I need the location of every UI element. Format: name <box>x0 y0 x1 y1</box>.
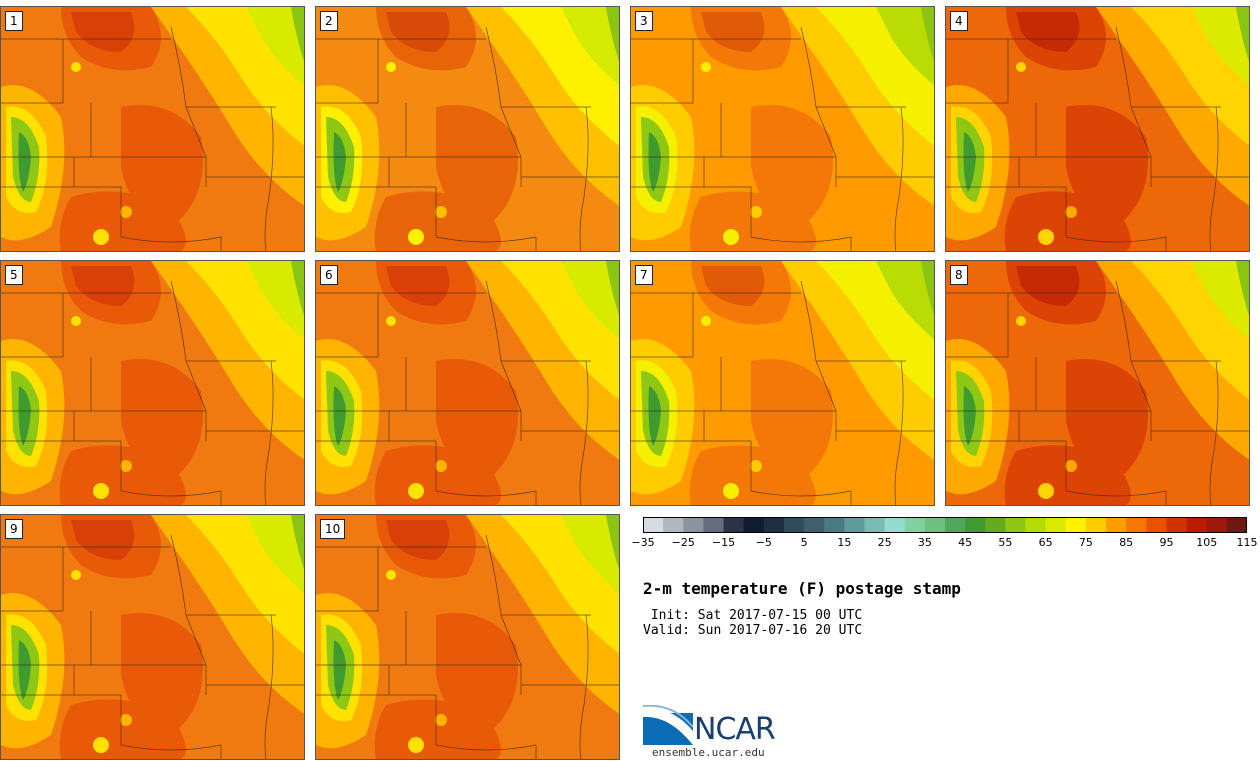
colorbar-tick-label: 95 <box>1159 536 1174 549</box>
colorbar-swatch <box>1106 517 1127 533</box>
ensemble-member-panel: 5 <box>0 260 305 506</box>
ensemble-member-panel: 3 <box>630 6 935 252</box>
temperature-map <box>316 261 619 505</box>
member-number-label: 1 <box>5 11 23 31</box>
colorbar-swatch <box>1065 517 1087 533</box>
member-number-label: 3 <box>635 11 653 31</box>
colorbar-swatch <box>1206 517 1228 533</box>
ensemble-member-panel: 6 <box>315 260 620 506</box>
colorbar-tick-label: 85 <box>1119 536 1134 549</box>
colorbar-tick-label: −15 <box>711 536 736 549</box>
colorbar-tick-label: 15 <box>837 536 852 549</box>
colorbar-swatch <box>985 517 1006 533</box>
ncar-logo-icon <box>643 705 693 745</box>
ensemble-member-panel: 2 <box>315 6 620 252</box>
ensemble-member-panel: 10 <box>315 514 620 760</box>
colorbar-swatch <box>924 517 946 533</box>
colorbar-tick-label: 105 <box>1196 536 1218 549</box>
colorbar-swatch <box>683 517 704 533</box>
colorbar-swatch <box>1186 517 1208 533</box>
colorbar-swatch <box>904 517 926 533</box>
colorbar-swatch <box>864 517 885 533</box>
member-number-label: 4 <box>950 11 968 31</box>
colorbar-swatch <box>844 517 865 533</box>
colorbar-swatch <box>643 517 664 533</box>
colorbar-tick-label: −5 <box>755 536 772 549</box>
colorbar-swatch <box>1146 517 1167 533</box>
colorbar-tick-label: 45 <box>958 536 973 549</box>
temperature-map <box>631 7 934 251</box>
ensemble-member-panel: 4 <box>945 6 1250 252</box>
colorbar-swatch <box>1226 517 1247 533</box>
ensemble-member-panel: 8 <box>945 260 1250 506</box>
temperature-colorbar <box>643 517 1247 533</box>
colorbar-tick-label: 115 <box>1236 536 1258 549</box>
colorbar-swatch <box>804 517 825 533</box>
temperature-map <box>1 261 304 505</box>
temperature-map <box>1 7 304 251</box>
colorbar-tick-label: 75 <box>1078 536 1093 549</box>
colorbar-swatch <box>783 517 805 533</box>
colorbar-swatch <box>1025 517 1047 533</box>
ensemble-member-panel: 7 <box>630 260 935 506</box>
colorbar-swatch <box>1126 517 1147 533</box>
colorbar-swatch <box>884 517 906 533</box>
colorbar-swatch <box>1005 517 1026 533</box>
temperature-map <box>1 515 304 759</box>
member-number-label: 2 <box>320 11 338 31</box>
temperature-map <box>946 7 1249 251</box>
colorbar-swatch <box>965 517 986 533</box>
temperature-map <box>631 261 934 505</box>
valid-time: Valid: Sun 2017-07-16 20 UTC <box>643 623 863 638</box>
colorbar-swatch <box>743 517 765 533</box>
colorbar-swatch <box>703 517 724 533</box>
colorbar-tick-label: −25 <box>671 536 695 549</box>
temperature-map <box>316 515 619 759</box>
temperature-map <box>316 7 619 251</box>
colorbar-tick-label: 5 <box>800 536 808 549</box>
colorbar-tick-labels: −35 −25 −15 −5 5 15 25 35 45 55 65 75 85 95 105 115 <box>630 536 1260 552</box>
member-number-label: 7 <box>635 265 653 285</box>
colorbar-tick-label: 65 <box>1038 536 1053 549</box>
colorbar-tick-label: −35 <box>631 536 655 549</box>
colorbar-swatch <box>1166 517 1187 533</box>
colorbar-swatch <box>763 517 785 533</box>
colorbar-swatch <box>663 517 684 533</box>
member-number-label: 9 <box>5 519 23 539</box>
init-time: Init: Sat 2017-07-15 00 UTC <box>643 608 863 623</box>
member-number-label: 10 <box>320 519 346 539</box>
member-number-label: 8 <box>950 265 968 285</box>
colorbar-tick-label: 55 <box>998 536 1013 549</box>
ensemble-member-panel: 1 <box>0 6 305 252</box>
ensemble-member-panel: 9 <box>0 514 305 760</box>
colorbar-swatch <box>1085 517 1107 533</box>
temperature-map <box>946 261 1249 505</box>
member-number-label: 6 <box>320 265 338 285</box>
member-number-label: 5 <box>5 265 23 285</box>
colorbar-swatch <box>1045 517 1067 533</box>
ncar-logo-text: NCAR <box>694 712 776 747</box>
colorbar-swatch <box>723 517 745 533</box>
colorbar-swatch <box>945 517 966 533</box>
site-url: ensemble.ucar.edu <box>652 746 765 759</box>
plot-title: 2-m temperature (F) postage stamp <box>643 579 961 598</box>
colorbar-tick-label: 35 <box>917 536 932 549</box>
colorbar-swatch <box>824 517 845 533</box>
colorbar-tick-label: 25 <box>877 536 892 549</box>
